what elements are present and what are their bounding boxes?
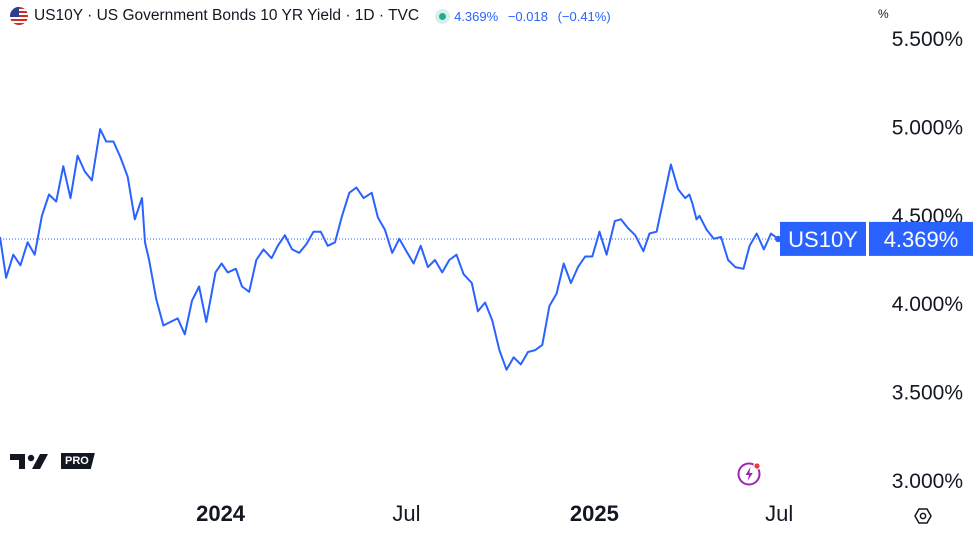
symbol-title[interactable]: US10Y · US Government Bonds 10 YR Yield … [34, 7, 420, 24]
y-tick-label: 5.000% [892, 116, 963, 139]
series-line-us10y [0, 128, 779, 371]
y-axis[interactable]: 3.000%3.500%4.000%4.500%5.000%5.500% [892, 28, 963, 493]
price-change: −0.018 [507, 8, 548, 24]
pro-badge: PRO [61, 453, 95, 469]
last-value-box [869, 221, 973, 256]
tv-logo-icon [10, 454, 48, 469]
quote-values: 4.369% −0.018 (−0.41%) [454, 9, 617, 24]
x-axis[interactable]: 2024 Jul 2025 Jul [196, 501, 793, 526]
last-label-text: US10Y [788, 227, 858, 252]
price-scale-unit[interactable]: % [878, 7, 889, 21]
last-price-badge: US10Y 4.369% [780, 221, 973, 256]
x-tick-label: 2025 [570, 501, 619, 526]
x-tick-label: Jul [765, 501, 793, 526]
bolt-icon[interactable] [737, 461, 763, 492]
tradingview-logo[interactable]: PRO [10, 452, 95, 470]
last-label-box [780, 221, 866, 256]
y-tick-label: 3.000% [892, 470, 963, 493]
settings-icon[interactable] [914, 507, 932, 530]
y-tick-label: 5.500% [892, 28, 963, 51]
chart-header: US10Y · US Government Bonds 10 YR Yield … [10, 4, 617, 28]
us-flag-icon [10, 7, 28, 25]
x-tick-label: Jul [392, 501, 420, 526]
y-tick-label: 4.000% [892, 293, 963, 316]
market-status-icon[interactable] [439, 12, 447, 20]
price-change-percent: (−0.41%) [557, 8, 611, 24]
last-point-marker [774, 235, 782, 243]
last-value-text: 4.369% [884, 227, 959, 252]
last-price: 4.369% [454, 8, 499, 24]
y-tick-label: 3.500% [892, 382, 963, 405]
x-tick-label: 2024 [196, 501, 246, 526]
